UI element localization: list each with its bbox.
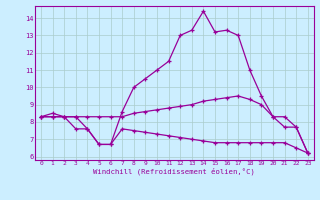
X-axis label: Windchill (Refroidissement éolien,°C): Windchill (Refroidissement éolien,°C) [93,168,255,175]
